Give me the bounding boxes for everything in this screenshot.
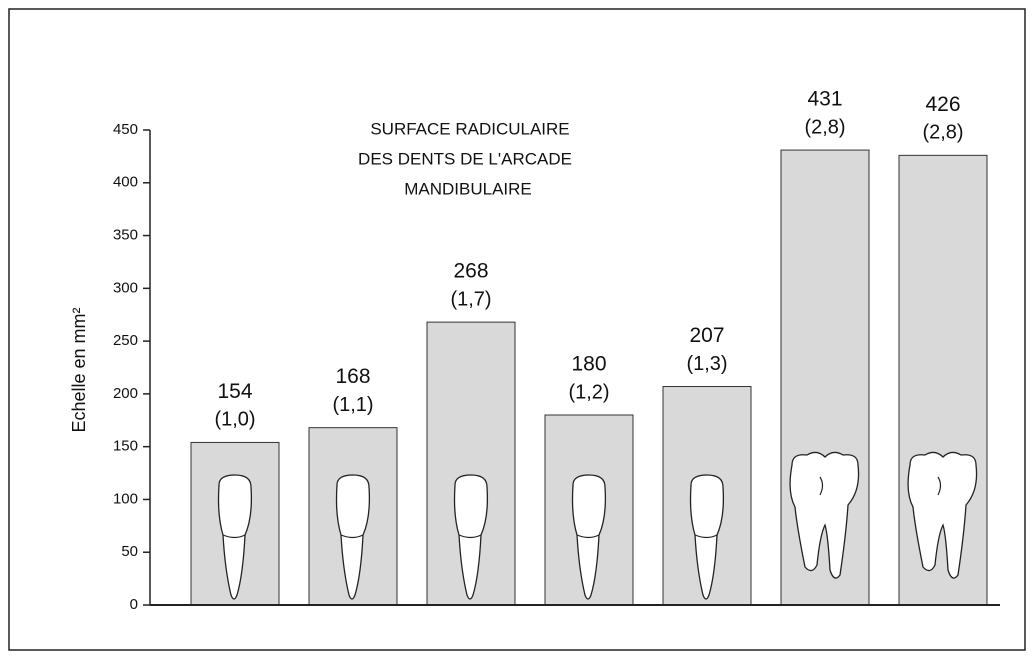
value-label: 268 [453,260,488,283]
y-tick-label: 400 [113,174,138,191]
y-tick-label: 150 [113,438,138,455]
y-tick-label: 100 [113,490,138,507]
ratio-label: (1,2) [568,381,609,403]
chart-title: DES DENTS DE L'ARCADE [358,149,572,168]
frame [9,9,1025,650]
y-tick-label: 50 [121,543,138,560]
y-tick-label: 0 [130,596,138,613]
ratio-label: (1,3) [686,353,727,375]
value-label: 431 [807,88,842,111]
value-label: 154 [217,380,252,403]
y-tick-label: 250 [113,332,138,349]
bar [899,155,987,605]
chart: SURFACE RADICULAIRE DES DENTS DE L'ARCAD… [0,0,1034,659]
ratio-label: (1,0) [214,409,255,431]
chart-title: SURFACE RADICULAIRE [370,119,569,138]
y-tick-label: 450 [113,121,138,138]
y-axis-label: Echelle en mm² [69,307,89,432]
y-tick-label: 300 [113,279,138,296]
y-tick-label: 350 [113,227,138,244]
ratio-label: (1,7) [450,288,491,310]
value-label: 168 [335,365,370,388]
value-label: 180 [571,353,606,376]
value-label: 426 [925,93,960,116]
value-label: 207 [689,324,724,347]
chart-title: MANDIBULAIRE [404,179,532,198]
bar [781,150,869,605]
ratio-label: (2,8) [804,116,845,138]
ratio-label: (1,1) [332,394,373,416]
y-tick-label: 200 [113,385,138,402]
ratio-label: (2,8) [922,122,963,144]
